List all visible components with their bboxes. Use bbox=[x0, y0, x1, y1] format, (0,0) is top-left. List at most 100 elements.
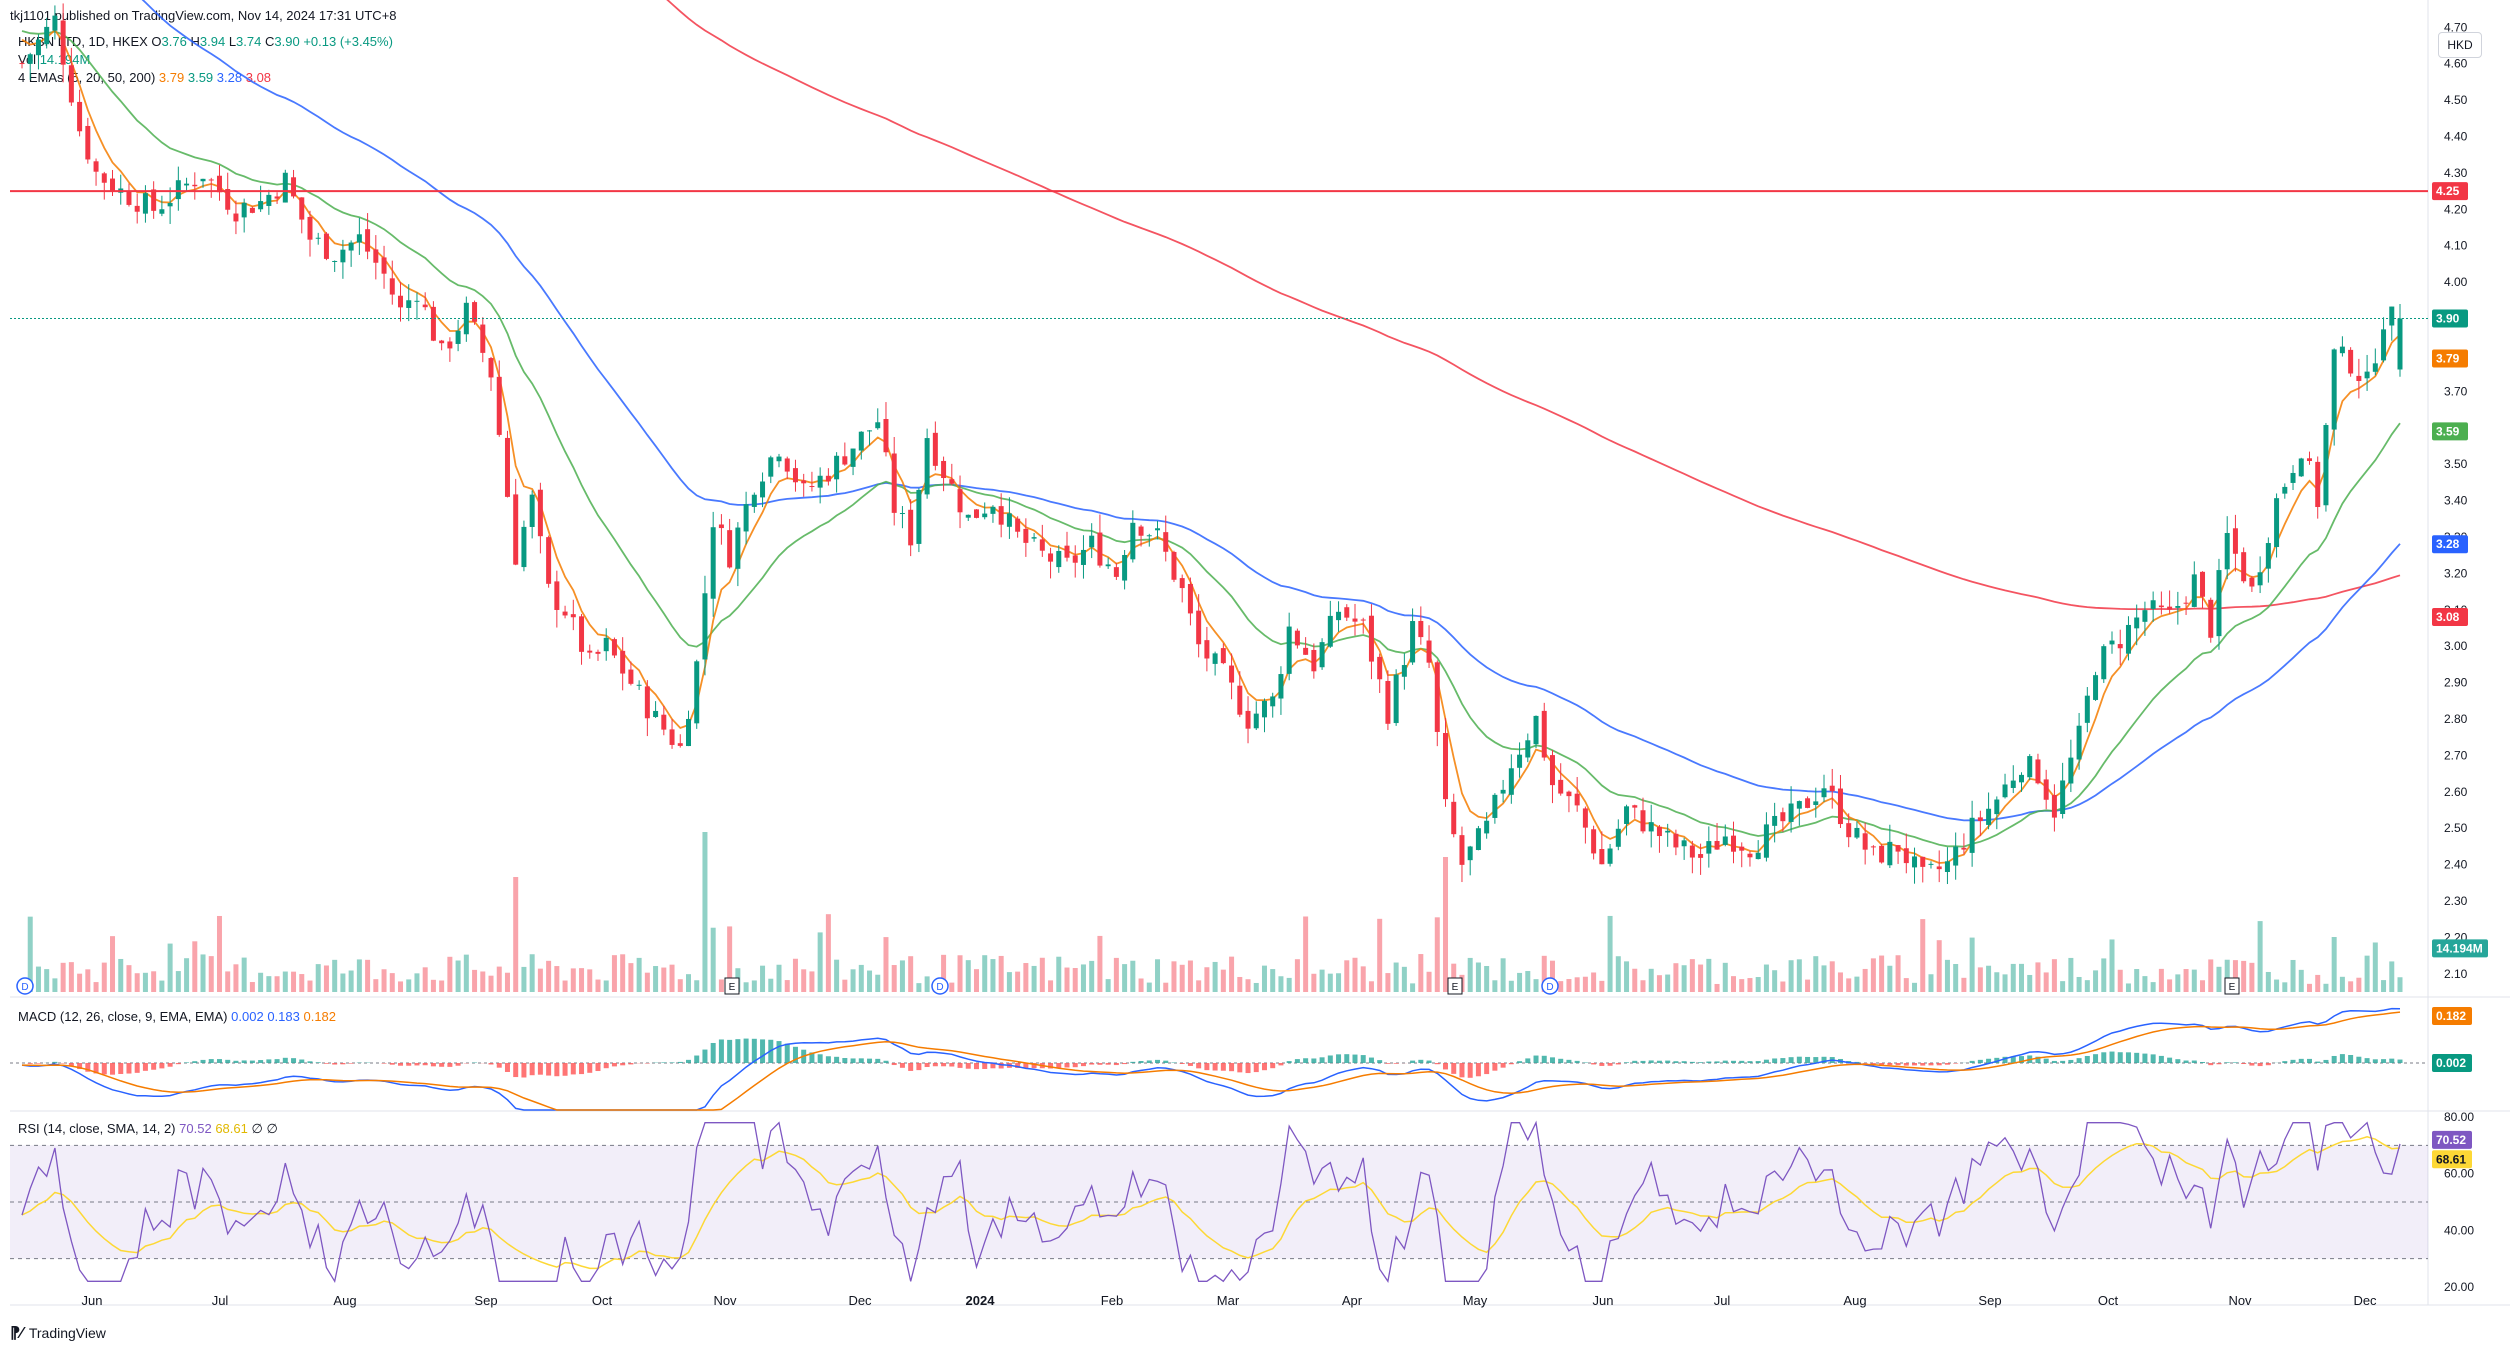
volume-bar bbox=[2241, 960, 2247, 992]
volume-bar bbox=[1261, 965, 1267, 992]
rsi-legend[interactable]: RSI (14, close, SMA, 14, 2) 70.52 68.61 … bbox=[18, 1120, 278, 1137]
candle bbox=[1854, 827, 1860, 838]
candle bbox=[636, 684, 642, 686]
macd-histogram-bar bbox=[1410, 1060, 1416, 1063]
macd-histogram-bar bbox=[1689, 1061, 1695, 1063]
candle bbox=[1080, 549, 1086, 565]
macd-histogram-bar bbox=[2315, 1061, 2321, 1063]
candle bbox=[1426, 640, 1432, 663]
volume-bar bbox=[463, 954, 469, 992]
volume-bar bbox=[249, 982, 255, 992]
volume-bar bbox=[1393, 962, 1399, 992]
candle bbox=[2282, 486, 2288, 494]
macd-histogram-bar bbox=[743, 1038, 749, 1063]
candle bbox=[1113, 567, 1119, 577]
candle bbox=[513, 494, 519, 565]
macd-histogram-bar bbox=[2068, 1059, 2074, 1063]
ema20-line bbox=[21, 30, 2401, 848]
macd-histogram-bar bbox=[990, 1063, 996, 1069]
candle bbox=[225, 189, 231, 210]
volume-bar bbox=[488, 975, 494, 992]
macd-histogram-bar bbox=[2018, 1056, 2024, 1063]
macd-histogram-bar bbox=[1459, 1063, 1465, 1078]
candle bbox=[883, 419, 889, 453]
volume-bar bbox=[1039, 957, 1045, 992]
volume-bar bbox=[957, 955, 963, 992]
ema-legend[interactable]: 4 EMAs (5, 20, 50, 200) 3.79 3.59 3.28 3… bbox=[18, 69, 271, 86]
macd-histogram-bar bbox=[2232, 1062, 2238, 1063]
candle bbox=[1887, 841, 1893, 866]
macd-histogram-bar bbox=[1303, 1058, 1309, 1063]
candle bbox=[85, 125, 91, 160]
candle bbox=[2125, 624, 2131, 654]
candle bbox=[1336, 611, 1342, 621]
symbol-legend[interactable]: HKBN LTD, 1D, HKEX O3.76 H3.94 L3.74 C3.… bbox=[18, 33, 393, 50]
candle bbox=[1130, 522, 1136, 560]
volume-bar bbox=[792, 958, 798, 992]
time-axis-label: Feb bbox=[1101, 1293, 1123, 1308]
volume-bar bbox=[1582, 976, 1588, 992]
event-marker-text: E bbox=[729, 982, 736, 993]
macd-histogram-bar bbox=[1870, 1063, 1876, 1065]
candle bbox=[2241, 552, 2247, 582]
macd-histogram-bar bbox=[2241, 1063, 2247, 1065]
volume-bar bbox=[1500, 958, 1506, 992]
macd-histogram-bar bbox=[1434, 1063, 1440, 1065]
candle bbox=[562, 611, 568, 616]
macd-histogram-bar bbox=[1903, 1063, 1909, 1066]
macd-histogram-bar bbox=[175, 1063, 181, 1065]
candle bbox=[389, 278, 395, 295]
volume-bar bbox=[669, 964, 675, 992]
candle bbox=[496, 376, 502, 435]
macd-histogram-bar bbox=[1270, 1063, 1276, 1069]
volume-bar bbox=[1426, 971, 1432, 992]
macd-histogram-bar bbox=[1072, 1063, 1078, 1068]
dividend-marker-icon bbox=[1541, 977, 1559, 995]
volume-bar bbox=[2306, 983, 2312, 992]
macd-histogram-bar bbox=[899, 1063, 905, 1068]
currency-button[interactable]: HKD bbox=[2438, 32, 2482, 58]
volume-bar bbox=[414, 973, 420, 992]
volume-bar bbox=[620, 954, 626, 992]
macd-histogram-bar bbox=[1048, 1063, 1054, 1069]
volume-bar bbox=[381, 969, 387, 992]
volume-bar bbox=[2191, 969, 2197, 992]
volume-bar bbox=[1146, 982, 1152, 992]
macd-histogram-bar bbox=[151, 1063, 157, 1070]
candle bbox=[1245, 710, 1251, 729]
candle bbox=[1253, 713, 1259, 729]
macd-histogram-bar bbox=[998, 1063, 1004, 1069]
macd-histogram-bar bbox=[1953, 1063, 1959, 1064]
macd-histogram-bar bbox=[1122, 1063, 1128, 1065]
volume-bar bbox=[2117, 969, 2123, 992]
candle bbox=[1418, 620, 1424, 638]
volume-bar bbox=[1352, 957, 1358, 992]
macd-histogram-bar bbox=[727, 1039, 733, 1063]
candle bbox=[653, 710, 659, 718]
candle bbox=[661, 714, 667, 730]
volume-bar bbox=[1953, 964, 1959, 992]
candle bbox=[1731, 835, 1737, 852]
candle bbox=[1986, 808, 1992, 825]
event-marker-text: D bbox=[1546, 982, 1553, 993]
candle bbox=[44, 26, 50, 45]
price-tick-label: 2.30 bbox=[2444, 894, 2468, 908]
candle bbox=[1566, 791, 1572, 797]
macd-histogram-bar bbox=[562, 1063, 568, 1076]
candle bbox=[2076, 725, 2082, 760]
candle bbox=[579, 616, 585, 652]
macd-histogram-bar bbox=[932, 1063, 938, 1067]
macd-histogram-bar bbox=[101, 1063, 107, 1075]
macd-histogram-bar bbox=[2306, 1058, 2312, 1063]
macd-histogram-bar bbox=[208, 1059, 214, 1063]
volume-bar bbox=[1977, 967, 1983, 992]
ema200-line bbox=[666, 0, 2401, 611]
macd-histogram-bar bbox=[751, 1038, 757, 1063]
macd-legend[interactable]: MACD (12, 26, close, 9, EMA, EMA) 0.002 … bbox=[18, 1008, 336, 1025]
ema5-price-label-text: 3.79 bbox=[2436, 352, 2460, 366]
candle bbox=[973, 509, 979, 518]
macd-histogram-bar bbox=[110, 1063, 116, 1075]
macd-histogram-bar bbox=[1229, 1063, 1235, 1072]
macd-histogram-bar bbox=[1360, 1055, 1366, 1063]
